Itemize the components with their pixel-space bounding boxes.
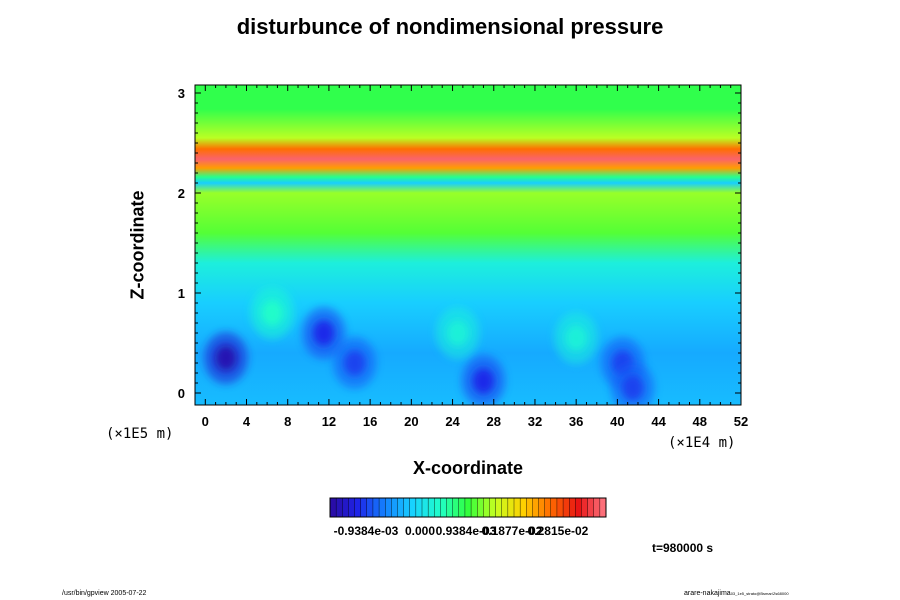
colorbar-swatch-14 — [415, 497, 423, 518]
colorbar-swatch-38 — [562, 497, 570, 518]
footer-right: arare-nakajima03_1e5_strato@Bsmar/Zs6800… — [684, 590, 789, 597]
colorbar-swatch-33 — [532, 497, 540, 518]
colorbar-label-2: 0.9384e-03 — [436, 524, 497, 538]
footer-left: /usr/bin/gpview 2005-07-22 — [62, 590, 147, 597]
colorbar-swatch-30 — [513, 497, 521, 518]
colorbar-swatch-3 — [348, 497, 356, 518]
colorbar-swatch-12 — [403, 497, 411, 518]
colorbar-swatch-36 — [550, 497, 558, 518]
cell-1 — [312, 320, 335, 346]
colorbar: -0.9384e-03 0.000 0.9384e-030.1877e-020.28… — [329, 497, 607, 538]
heatmap-field — [195, 85, 741, 405]
colorbar-swatch-13 — [409, 497, 417, 518]
colorbar-label-3: 0.1877e-02 — [482, 524, 543, 538]
footer-right-small: 03_1e5_strato@Bsmar/Zs68000 — [730, 591, 789, 596]
colorbar-swatch-1 — [335, 497, 343, 518]
colorbar-swatch-31 — [519, 497, 527, 518]
colorbar-swatch-0 — [329, 497, 337, 518]
x-tick-label-52: 52 — [734, 414, 748, 429]
colorbar-label-4: 0.2815e-02 — [528, 524, 589, 538]
plot-frame — [194, 84, 742, 406]
y-tick-label-3: 3 — [178, 86, 185, 101]
x-tick-label-16: 16 — [363, 414, 377, 429]
colorbar-swatch-7 — [372, 497, 380, 518]
colorbar-frame — [329, 497, 607, 518]
colorbar-swatch-24 — [477, 497, 484, 518]
colorbar-swatch-41 — [581, 497, 589, 518]
footer-right-main: arare-nakajima — [684, 590, 731, 597]
colorbar-swatch-34 — [538, 497, 546, 518]
colorbar-swatch-9 — [385, 497, 392, 518]
colorbar-swatch-32 — [526, 497, 533, 518]
colorbar-swatch-17 — [434, 497, 441, 518]
colorbar-swatch-39 — [569, 497, 576, 518]
x-tick-label-44: 44 — [651, 414, 666, 429]
colorbar-swatch-11 — [397, 497, 405, 518]
colorbar-swatch-19 — [446, 497, 454, 518]
cell-7 — [446, 320, 469, 346]
chart-title: disturbunce of nondimensional pressure — [236, 14, 664, 39]
x-tick-label-4: 4 — [243, 414, 251, 429]
x-tick-label-40: 40 — [610, 414, 624, 429]
colorbar-swatch-8 — [378, 497, 386, 518]
colorbar-swatch-18 — [440, 497, 448, 518]
x-tick-label-0: 0 — [202, 414, 209, 429]
colorbar-swatch-29 — [507, 497, 515, 518]
x-tick-label-28: 28 — [487, 414, 501, 429]
colorbar-swatch-10 — [391, 497, 398, 518]
colorbar-swatch-16 — [427, 497, 435, 518]
colorbar-swatch-2 — [342, 497, 349, 518]
colorbar-swatch-22 — [464, 497, 472, 518]
colorbar-swatch-40 — [575, 497, 582, 518]
y-tick-label-0: 0 — [178, 386, 185, 401]
cell-3 — [472, 368, 495, 394]
colorbar-swatch-5 — [360, 497, 368, 518]
x-tick-label-20: 20 — [404, 414, 418, 429]
x-tick-label-48: 48 — [693, 414, 707, 429]
x-axis-label: X-coordinate — [412, 458, 523, 478]
x-tick-label-8: 8 — [284, 414, 291, 429]
y-axis-unit: (×1E5 m) — [106, 426, 174, 442]
colorbar-swatch-25 — [483, 497, 490, 518]
colorbar-swatch-21 — [458, 497, 466, 518]
colorbar-swatch-28 — [501, 497, 509, 518]
colorbar-swatch-35 — [544, 497, 552, 518]
cell-6 — [261, 300, 284, 326]
y-tick-label-1: 1 — [178, 286, 185, 301]
cell-5 — [621, 375, 644, 401]
heatmap-cells — [203, 287, 655, 405]
colorbar-swatch-37 — [556, 497, 564, 518]
y-tick-label-2: 2 — [178, 186, 185, 201]
colorbar-swatch-27 — [495, 497, 503, 518]
colorbar-swatch-15 — [421, 497, 429, 518]
cell-0 — [214, 345, 237, 371]
colorbar-swatch-4 — [354, 497, 362, 518]
colorbar-swatch-20 — [452, 497, 460, 518]
colorbar-swatch-43 — [593, 497, 601, 518]
x-tick-label-32: 32 — [528, 414, 542, 429]
x-tick-label-24: 24 — [445, 414, 460, 429]
x-tick-label-36: 36 — [569, 414, 583, 429]
colorbar-label-1: 0.000 — [405, 524, 435, 538]
colorbar-swatch-23 — [470, 497, 478, 518]
colorbar-swatch-6 — [366, 497, 374, 518]
cell-8 — [565, 325, 588, 351]
cell-2 — [343, 350, 366, 376]
colorbar-swatch-44 — [599, 497, 607, 518]
colorbar-swatch-42 — [587, 497, 595, 518]
time-label: t=980000 s — [652, 541, 714, 555]
colorbar-label-0: -0.9384e-03 — [334, 524, 399, 538]
colorbar-swatch-26 — [489, 497, 497, 518]
x-tick-label-12: 12 — [322, 414, 336, 429]
x-axis-unit: (×1E4 m) — [668, 435, 736, 451]
